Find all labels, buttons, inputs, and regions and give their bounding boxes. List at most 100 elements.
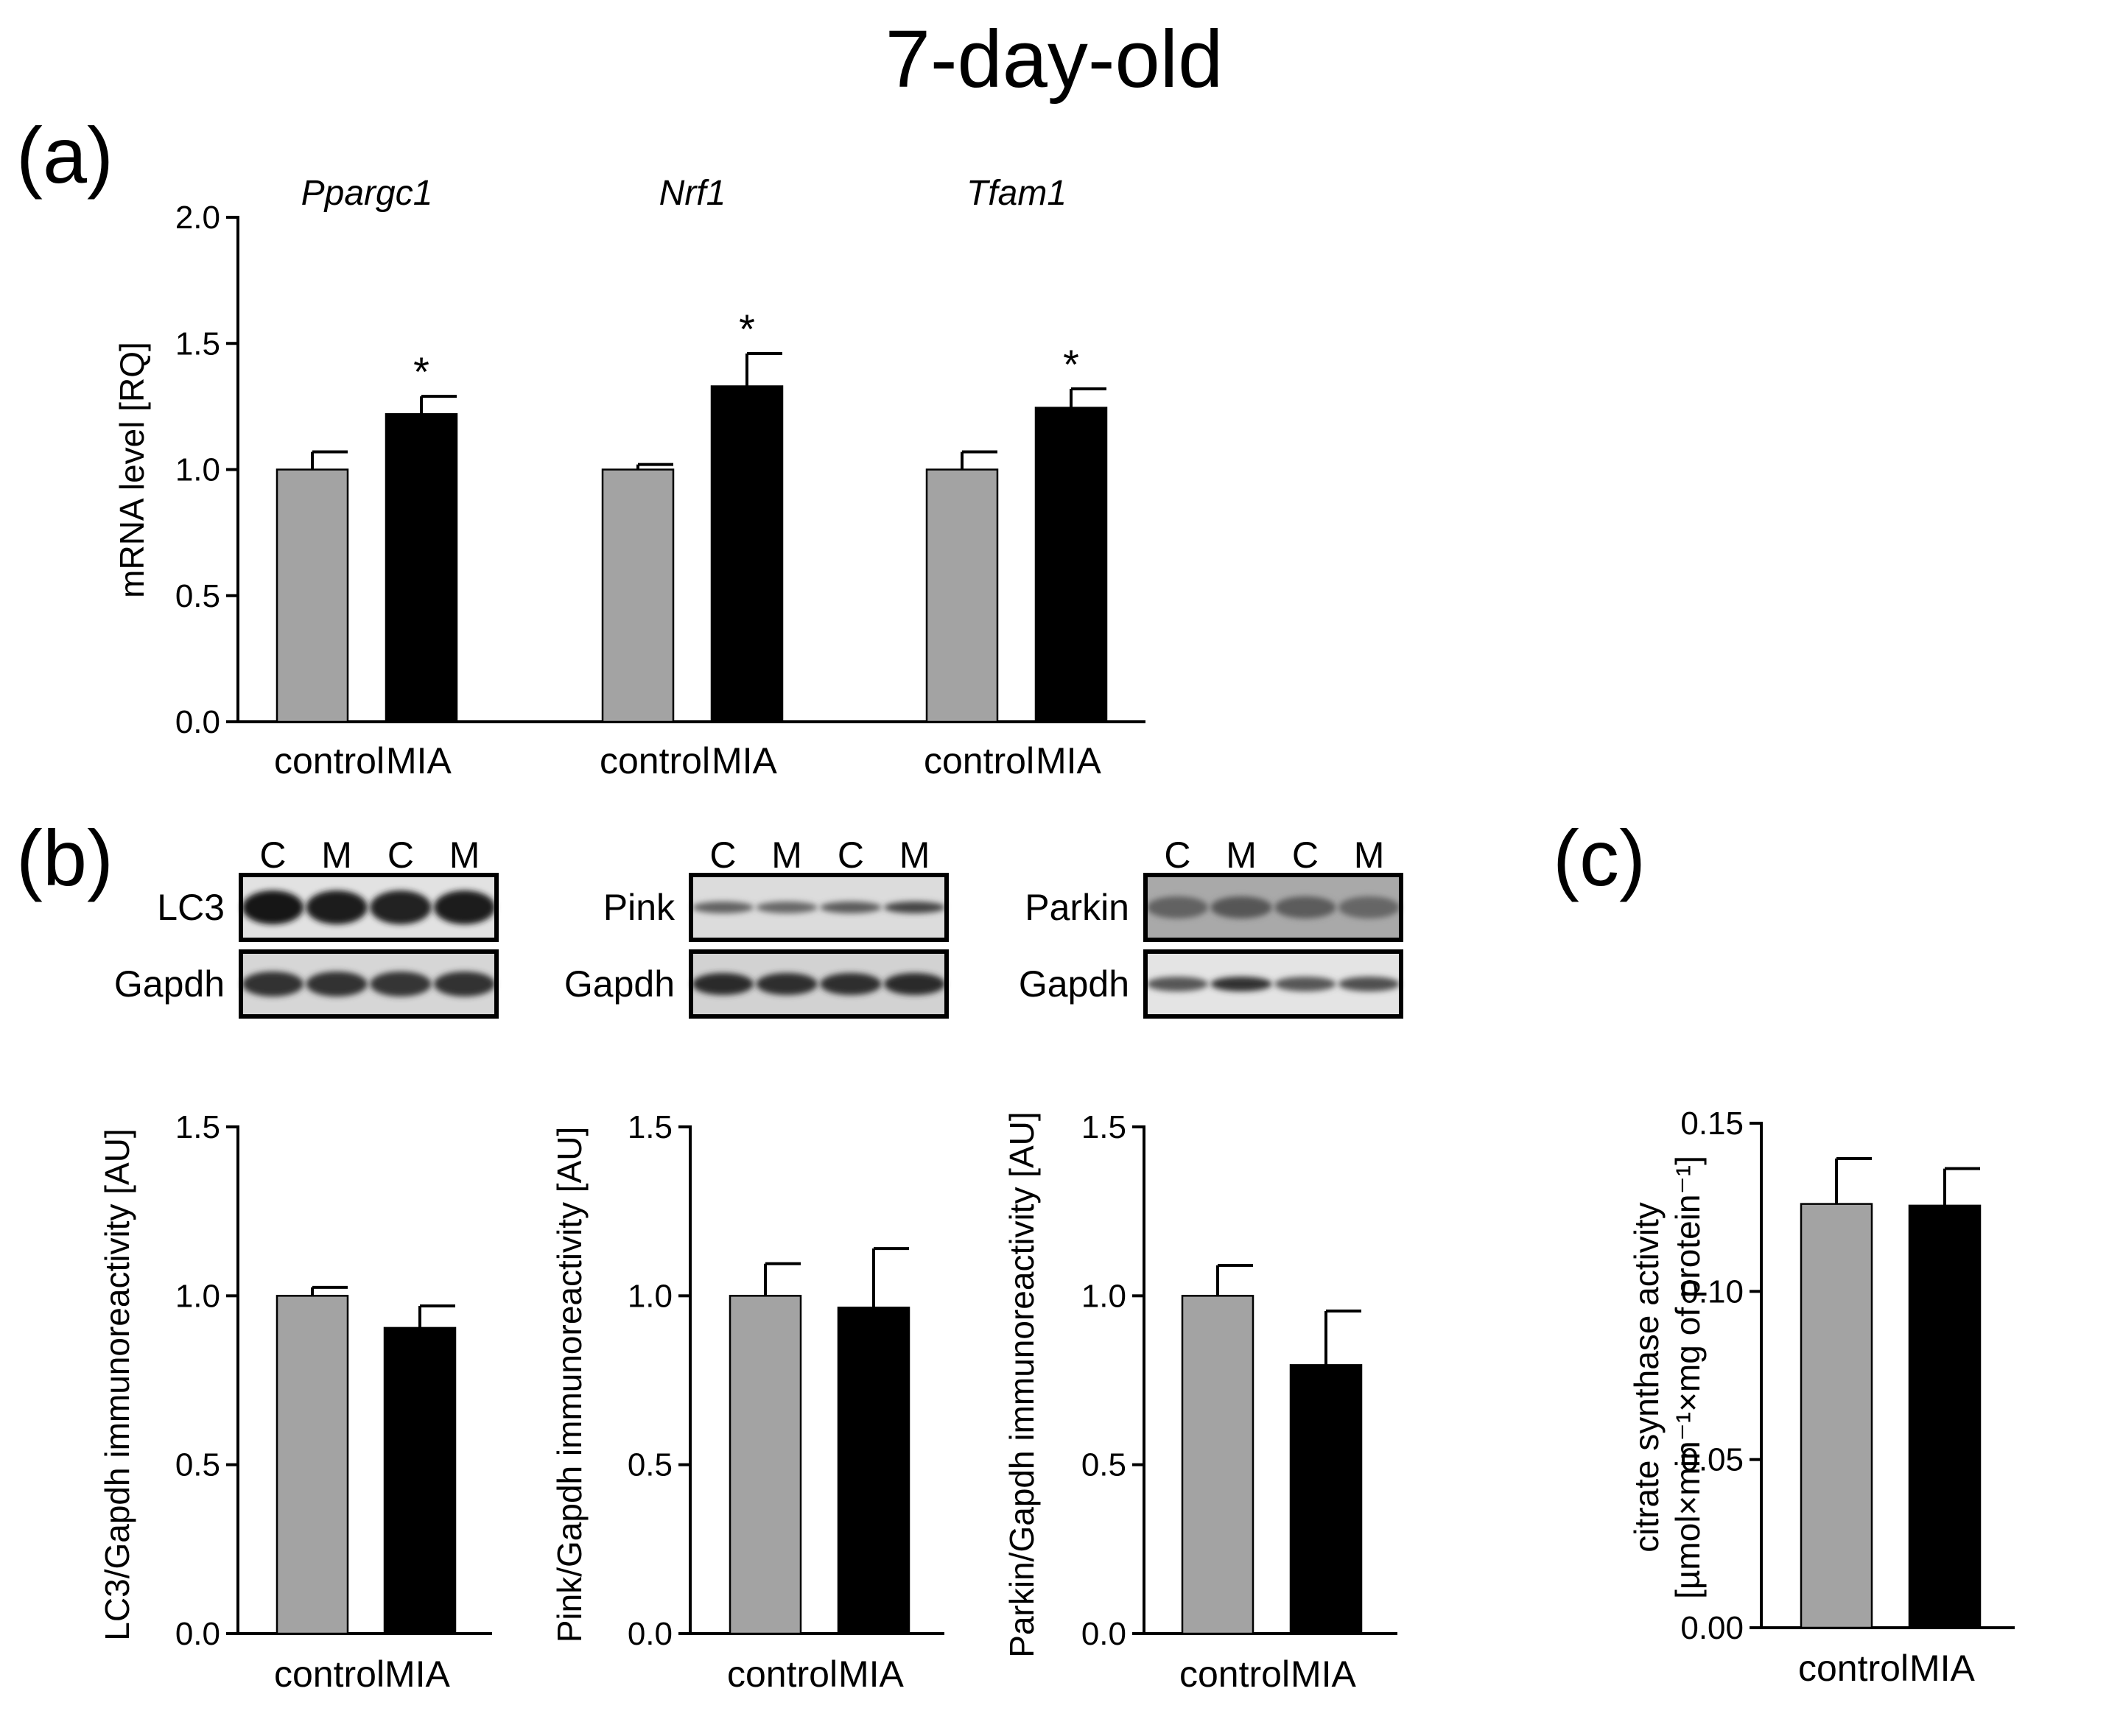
blot-row-label-gapdh: Gapdh bbox=[114, 963, 225, 1005]
a-significance-marker: * bbox=[413, 348, 429, 395]
b3-x-label-control: control bbox=[1179, 1654, 1290, 1695]
blot-band bbox=[883, 973, 946, 995]
a-y-tick-label: 0.0 bbox=[175, 704, 220, 740]
b3-bar-control bbox=[1181, 1295, 1254, 1635]
c-x-label-control: control bbox=[1798, 1648, 1909, 1689]
blot-band bbox=[883, 902, 946, 913]
b3-y-tick-label: 0.0 bbox=[1081, 1616, 1126, 1652]
blot-row-label-gapdh: Gapdh bbox=[564, 963, 675, 1005]
blot-band bbox=[1210, 977, 1272, 991]
b2-y-tick-label: 0.0 bbox=[628, 1616, 673, 1652]
c-y-tick-label: 0.00 bbox=[1680, 1610, 1744, 1646]
b3-y-tick-label: 0.5 bbox=[1081, 1447, 1126, 1483]
b2-bar-control bbox=[729, 1295, 802, 1635]
a-nrf1-bar-mia bbox=[710, 385, 784, 723]
blot-band bbox=[370, 971, 432, 997]
b1-x-label-control: control bbox=[274, 1654, 385, 1695]
b3-y-axis-label: Parkin/Gapdh immunoreactivity [AU] bbox=[1003, 1111, 1041, 1657]
blot-row-label-lc3: LC3 bbox=[157, 887, 225, 928]
a-x-label-mia: MIA bbox=[712, 740, 778, 781]
panel-b-label: (b) bbox=[16, 813, 113, 902]
blot-band bbox=[1338, 896, 1400, 918]
blot-band bbox=[433, 971, 496, 997]
b1-bar-control bbox=[276, 1295, 349, 1635]
blot-band bbox=[242, 971, 304, 997]
chart-c-citrate-synthase: 0.00 0.05 0.10 0.15 citrate synthase activit… bbox=[1627, 1106, 2015, 1689]
chart-b-parkin: 0.0 0.5 1.0 1.5 Parkin/Gapdh immunoreactivit… bbox=[1003, 1109, 1397, 1695]
blot-lane-label: M bbox=[321, 834, 352, 876]
b3-x-label-mia: MIA bbox=[1291, 1654, 1357, 1695]
blot-lane-label: C bbox=[1292, 834, 1319, 876]
b2-bar-mia bbox=[837, 1307, 910, 1635]
blot-row-label-parkin: Parkin bbox=[1025, 887, 1129, 928]
a-ppargc1-bar-control bbox=[276, 468, 349, 723]
blot-band bbox=[1146, 977, 1209, 991]
blot-frame bbox=[239, 873, 499, 942]
a-tfam1-bar-control bbox=[925, 468, 999, 723]
a-y-tick-label: 1.5 bbox=[175, 326, 220, 362]
blot-frame bbox=[689, 949, 949, 1019]
b2-y-tick-label: 1.0 bbox=[628, 1278, 673, 1314]
blot-lane-label: M bbox=[899, 834, 930, 876]
b2-x-label-control: control bbox=[727, 1654, 838, 1695]
c-y-axis-label-line1: citrate synthase activity bbox=[1627, 1202, 1666, 1553]
blot-frame bbox=[1143, 873, 1403, 942]
a-tfam1-bar-mia bbox=[1034, 407, 1108, 723]
blot-band bbox=[1274, 977, 1336, 991]
b2-y-tick-label: 0.5 bbox=[628, 1447, 673, 1483]
blot-lane-label: M bbox=[771, 834, 802, 876]
blot-lane-label: M bbox=[449, 834, 480, 876]
blot-band bbox=[433, 890, 496, 924]
blot-row-label-pink: Pink bbox=[603, 887, 675, 928]
blot-lane-label: M bbox=[1226, 834, 1257, 876]
c-y-tick-label: 0.10 bbox=[1680, 1273, 1744, 1310]
panel-c-label: (c) bbox=[1553, 813, 1646, 902]
chart-a-mrna: 0.0 0.5 1.0 1.5 2.0 mRNA level [RQ] Ppargc1 con… bbox=[113, 174, 1145, 781]
a-significance-marker: * bbox=[1063, 341, 1079, 387]
blot-lane-label: C bbox=[1164, 834, 1190, 876]
a-x-label-control: control bbox=[924, 740, 1034, 781]
a-gene-label-tfam1: Tfam1 bbox=[966, 174, 1067, 213]
figure-title: 7-day-old bbox=[885, 14, 1224, 105]
blot-band bbox=[306, 890, 368, 924]
blot-lane-label: C bbox=[709, 834, 736, 876]
a-x-label-control: control bbox=[600, 740, 710, 781]
blot-band bbox=[756, 973, 818, 995]
blot-band bbox=[692, 973, 754, 995]
c-y-tick-label: 0.05 bbox=[1680, 1442, 1744, 1478]
b3-y-tick-label: 1.5 bbox=[1081, 1109, 1126, 1145]
blot-band bbox=[1146, 896, 1209, 918]
blot-band bbox=[370, 890, 432, 924]
b1-y-tick-label: 1.0 bbox=[175, 1278, 220, 1314]
blot-band bbox=[756, 902, 818, 913]
a-significance-marker: * bbox=[739, 306, 755, 352]
blot-row-label-gapdh: Gapdh bbox=[1019, 963, 1129, 1005]
blot-frame bbox=[1143, 949, 1403, 1019]
b1-y-axis-label: LC3/Gapdh immunoreactivity [AU] bbox=[98, 1128, 136, 1640]
blot-lane-label: C bbox=[387, 834, 414, 876]
b1-bar-mia bbox=[383, 1326, 457, 1635]
b2-y-axis-label: Pink/Gapdh immunoreactivity [AU] bbox=[550, 1127, 589, 1643]
blot-lane-label: C bbox=[259, 834, 286, 876]
blot-band bbox=[1338, 977, 1400, 991]
blot-band bbox=[820, 973, 882, 995]
a-gene-label-nrf1: Nrf1 bbox=[659, 174, 726, 213]
a-y-tick-label: 0.5 bbox=[175, 578, 220, 614]
a-y-tick-label: 2.0 bbox=[175, 200, 220, 236]
c-x-label-mia: MIA bbox=[1909, 1648, 1976, 1689]
blot-band bbox=[692, 902, 754, 913]
b2-x-label-mia: MIA bbox=[838, 1654, 905, 1695]
blot-lane-label: C bbox=[838, 834, 864, 876]
b3-y-tick-label: 1.0 bbox=[1081, 1278, 1126, 1314]
chart-b-pink: 0.0 0.5 1.0 1.5 Pink/Gapdh immunoreactivity … bbox=[550, 1109, 944, 1695]
a-nrf1-bar-control bbox=[601, 468, 675, 723]
blot-band bbox=[306, 971, 368, 997]
b2-y-tick-label: 1.5 bbox=[628, 1109, 673, 1145]
c-bar-mia bbox=[1908, 1204, 1982, 1629]
a-x-label-mia: MIA bbox=[1036, 740, 1102, 781]
b1-y-tick-label: 1.5 bbox=[175, 1109, 220, 1145]
c-y-tick-label: 0.15 bbox=[1680, 1106, 1744, 1142]
a-y-tick-label: 1.0 bbox=[175, 452, 220, 488]
blot-band bbox=[242, 890, 304, 924]
